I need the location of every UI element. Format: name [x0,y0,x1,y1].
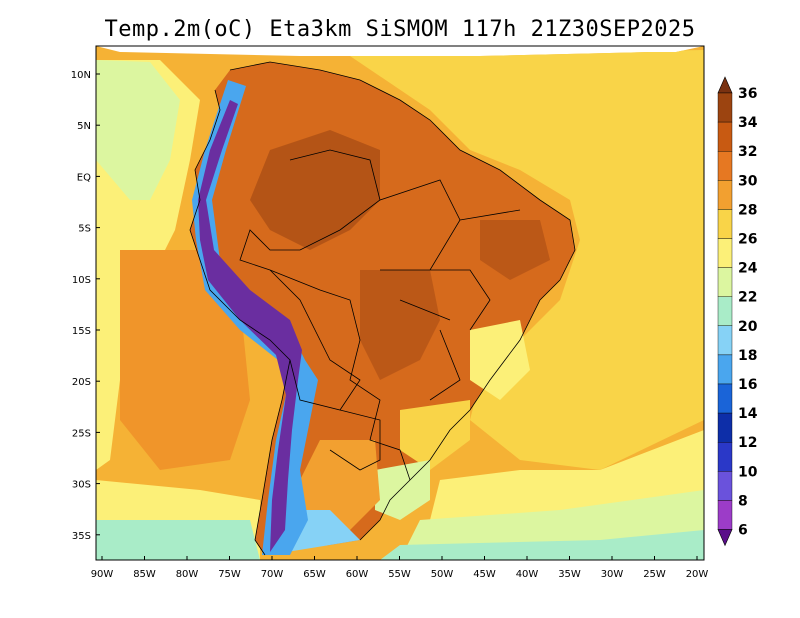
colorbar-label: 14 [738,406,758,422]
colorbar-label: 6 [738,523,748,539]
colorbar: 36 34 32 30 28 26 24 22 20 18 16 14 12 10 8 6 [717,76,758,547]
colorbar-segment [717,121,733,152]
amazon-hot-region [250,130,380,250]
southeast-cool [400,400,470,470]
south-atlantic-coolest [380,530,704,560]
atlantic-warm-region [350,50,704,470]
pacific-coastline [189,89,291,556]
lon-tick-label: 90W [91,569,114,580]
lon-tick-label: 75W [218,569,241,580]
colorbar-label: 22 [738,290,757,306]
lat-tick-label: 10S [72,275,91,286]
lon-tick-label: 35W [558,569,581,580]
colorbar-label: 24 [738,261,758,277]
lon-tick-label: 85W [133,569,156,580]
brazil-border [239,149,411,481]
colorbar-segment [717,267,733,297]
map-title: Temp.2m(oC) Eta3km SiSMOM 117h 21Z30SEP2… [104,17,696,42]
colorbar-segment [717,383,733,414]
latitude-axis: 10N 5N EQ 5S 10S 15S 20S 25S 30S 35S [71,70,100,542]
colorbar-label: 10 [738,464,758,480]
south-brazil-mild [375,460,430,520]
colorbar-segment [717,471,733,501]
lat-tick-label: EQ [77,172,91,183]
pampas-mild [300,440,380,530]
colorbar-label: 36 [738,86,757,102]
colorbar-segment [717,209,733,239]
pacific-orange-region [120,250,250,470]
lat-tick-label: 25S [72,428,91,439]
colorbar-label: 8 [738,493,748,509]
andes-cold-band [198,100,302,552]
lat-tick-label: 35S [72,531,91,542]
colorbar-segment [717,150,733,181]
lat-tick-label: 5S [78,224,91,235]
colorbar-label: 12 [738,435,757,451]
colorbar-label: 34 [738,115,758,131]
colorbar-label: 20 [738,319,758,335]
lon-tick-label: 55W [388,569,411,580]
lat-tick-label: 5N [77,121,91,132]
lon-tick-label: 20W [686,569,709,580]
east-highlands [470,320,530,400]
lat-tick-label: 15S [72,326,91,337]
colorbar-segment [717,296,733,327]
brazil-states [379,179,521,401]
paraguay-argentina-border [329,409,381,471]
colorbar-bottom-arrow [717,529,733,547]
lon-tick-label: 25W [643,569,666,580]
colorbar-label: 30 [738,173,758,189]
lon-tick-label: 60W [346,569,369,580]
lat-tick-label: 30S [72,480,91,491]
northeast-hot-region [480,220,550,280]
map-plot-area [96,46,704,560]
colorbar-top-arrow [717,76,733,94]
colorbar-label: 16 [738,377,757,393]
colorbar-segment [717,92,733,123]
colorbar-label: 26 [738,232,757,248]
colorbar-label: 28 [738,202,757,218]
lon-tick-label: 45W [473,569,496,580]
lon-tick-label: 30W [601,569,624,580]
lon-tick-label: 65W [303,569,326,580]
lat-tick-label: 10N [71,70,91,81]
longitude-axis: 90W 85W 80W 75W 70W 65W 60W 55W 50W 45W 40W 35W 30W 2… [91,556,709,580]
bolivia-border [269,269,361,411]
lon-tick-label: 70W [261,569,284,580]
continent-coastline [229,61,576,541]
colorbar-segment [717,412,733,443]
colorbar-label: 32 [738,144,757,160]
colorbar-segment [717,180,733,210]
central-hot-region [360,270,440,380]
colorbar-label: 18 [738,348,757,364]
lon-tick-label: 50W [431,569,454,580]
borders [189,61,576,556]
colorbar-segment [717,325,733,356]
south-pacific-cooler [96,520,260,560]
colorbar-segment [717,238,733,268]
lat-tick-label: 20S [72,377,91,388]
colorbar-segment [717,354,733,385]
lon-tick-label: 40W [516,569,539,580]
lon-tick-label: 80W [176,569,199,580]
colorbar-segment [717,500,733,530]
map-frame [95,45,705,561]
pacific-green-band [96,60,180,200]
colorbar-segment [717,442,733,472]
